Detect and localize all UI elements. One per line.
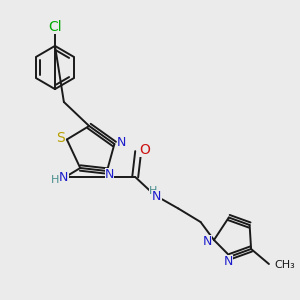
Text: Cl: Cl (48, 20, 62, 34)
Text: S: S (56, 131, 65, 145)
Text: N: N (105, 168, 114, 181)
Text: N: N (59, 171, 69, 184)
Text: O: O (139, 143, 150, 157)
Text: H: H (51, 175, 59, 185)
Text: N: N (117, 136, 127, 149)
Text: N: N (224, 255, 233, 268)
Text: N: N (152, 190, 162, 203)
Text: N: N (203, 235, 212, 248)
Text: H: H (149, 186, 157, 197)
Text: CH₃: CH₃ (274, 260, 295, 271)
